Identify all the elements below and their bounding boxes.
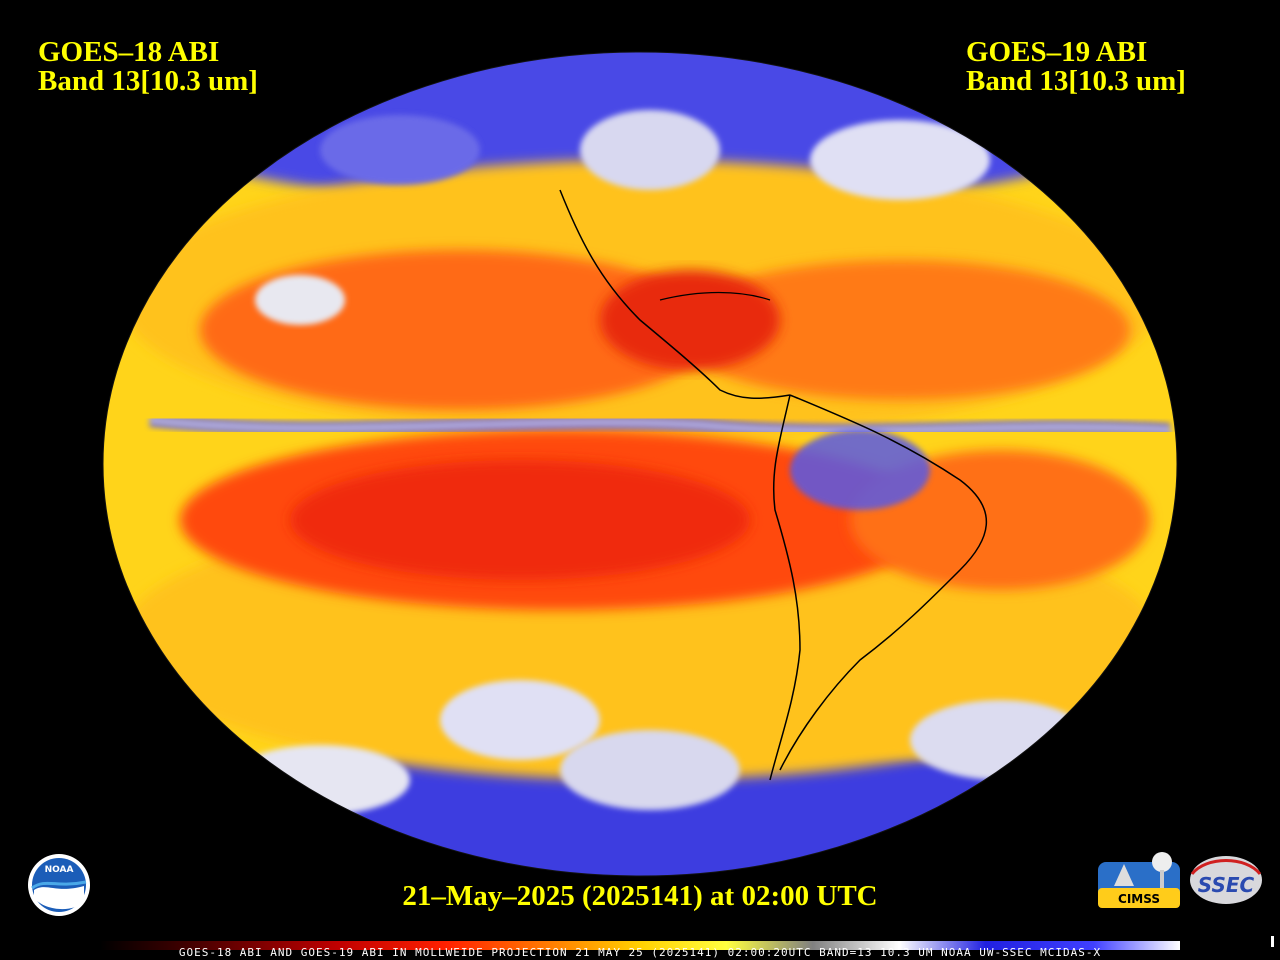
cimss-logo-text: CIMSS: [1118, 892, 1160, 906]
left-satellite-title: GOES–18 ABI: [38, 36, 220, 68]
footer-caption: GOES-18 ABI AND GOES-19 ABI IN MOLLWEIDE…: [178, 946, 1102, 959]
date-stamp: 21–May–2025 (2025141) at 02:00 UTC: [402, 880, 878, 912]
right-satellite-title: GOES–19 ABI: [966, 36, 1148, 68]
colorbar-end-tick: [1271, 936, 1274, 947]
cimss-logo: CIMSS: [1098, 852, 1180, 908]
noaa-logo: NOAA: [28, 854, 90, 916]
ssec-logo-text: SSEC: [1198, 873, 1255, 897]
noaa-logo-text: NOAA: [45, 865, 74, 875]
right-band-label: Band 13[10.3 um]: [966, 65, 1186, 97]
left-band-label: Band 13[10.3 um]: [38, 65, 258, 97]
ssec-logo: SSEC: [1190, 856, 1262, 904]
temperature-color-bar: [100, 941, 1180, 950]
